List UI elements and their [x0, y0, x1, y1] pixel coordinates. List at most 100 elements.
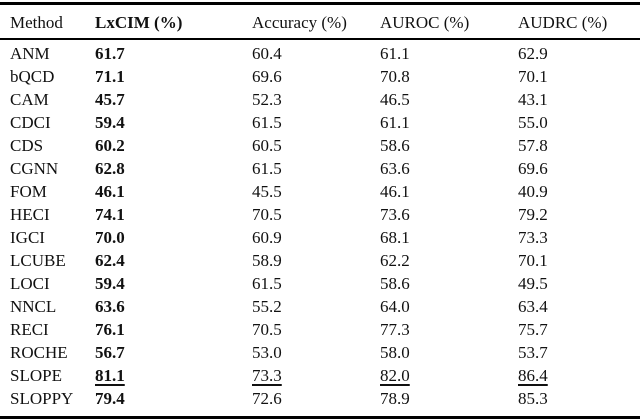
method-cell: RECI [10, 319, 49, 339]
table-row: CDCI 59.4 61.5 61.1 55.0 [0, 111, 640, 134]
value-cell: 79.4 [95, 388, 125, 408]
method-cell: IGCI [10, 227, 45, 247]
value-cell: 62.9 [518, 43, 548, 63]
value-cell: 43.1 [518, 89, 548, 109]
method-cell: ANM [10, 43, 50, 63]
value-cell: 60.9 [252, 227, 282, 247]
table-row: NNCL 63.6 55.2 64.0 63.4 [0, 295, 640, 318]
value-cell: 57.8 [518, 135, 548, 155]
value-cell: 70.5 [252, 204, 282, 224]
table-row: RECI 76.1 70.5 77.3 75.7 [0, 318, 640, 341]
method-cell: ROCHE [10, 342, 68, 362]
value-cell: 85.3 [518, 388, 548, 408]
table-row: IGCI 70.0 60.9 68.1 73.3 [0, 226, 640, 249]
value-cell: 73.3 [518, 227, 548, 247]
value-cell: 73.3 [252, 365, 282, 385]
method-cell: FOM [10, 181, 47, 201]
value-cell: 55.2 [252, 296, 282, 316]
value-cell: 73.6 [380, 204, 410, 224]
value-cell: 70.0 [95, 227, 125, 247]
value-cell: 46.1 [380, 181, 410, 201]
value-cell: 74.1 [95, 204, 125, 224]
column-header-lxcim: LxCIM (%) [95, 12, 183, 32]
value-cell: 76.1 [95, 319, 125, 339]
method-cell: bQCD [10, 66, 55, 86]
value-cell: 70.1 [518, 66, 548, 86]
value-cell: 70.8 [380, 66, 410, 86]
value-cell: 60.2 [95, 135, 125, 155]
table-row: CDS 60.2 60.5 58.6 57.8 [0, 134, 640, 157]
value-cell: 77.3 [380, 319, 410, 339]
table-row: bQCD 71.1 69.6 70.8 70.1 [0, 65, 640, 88]
value-cell: 70.1 [518, 250, 548, 270]
value-cell: 46.1 [95, 181, 125, 201]
table-row: ROCHE 56.7 53.0 58.0 53.7 [0, 341, 640, 364]
value-cell: 72.6 [252, 388, 282, 408]
value-cell: 63.6 [380, 158, 410, 178]
header-row: Method LxCIM (%) Accuracy (%) AUROC (%) … [0, 4, 640, 39]
value-cell: 61.5 [252, 158, 282, 178]
value-cell: 62.4 [95, 250, 125, 270]
table-row: HECI 74.1 70.5 73.6 79.2 [0, 203, 640, 226]
table-row: FOM 46.1 45.5 46.1 40.9 [0, 180, 640, 203]
table-row: LCUBE 62.4 58.9 62.2 70.1 [0, 249, 640, 272]
value-cell: 58.9 [252, 250, 282, 270]
value-cell: 60.4 [252, 43, 282, 63]
value-cell: 86.4 [518, 365, 548, 385]
value-cell: 69.6 [252, 66, 282, 86]
value-cell: 68.1 [380, 227, 410, 247]
value-cell: 61.5 [252, 112, 282, 132]
method-cell: CDCI [10, 112, 51, 132]
value-cell: 81.1 [95, 365, 125, 385]
value-cell: 45.5 [252, 181, 282, 201]
value-cell: 62.2 [380, 250, 410, 270]
value-cell: 53.0 [252, 342, 282, 362]
method-cell: CGNN [10, 158, 59, 178]
value-cell: 45.7 [95, 89, 125, 109]
column-header-accuracy: Accuracy (%) [252, 12, 347, 32]
value-cell: 69.6 [518, 158, 548, 178]
value-cell: 59.4 [95, 112, 125, 132]
column-header-auroc: AUROC (%) [380, 12, 470, 32]
table-row: CGNN 62.8 61.5 63.6 69.6 [0, 157, 640, 180]
value-cell: 62.8 [95, 158, 125, 178]
value-cell: 58.6 [380, 273, 410, 293]
method-cell: NNCL [10, 296, 57, 316]
value-cell: 40.9 [518, 181, 548, 201]
table-row: LOCI 59.4 61.5 58.6 49.5 [0, 272, 640, 295]
value-cell: 58.0 [380, 342, 410, 362]
value-cell: 82.0 [380, 365, 410, 385]
table-row: ANM 61.7 60.4 61.1 62.9 [0, 39, 640, 65]
value-cell: 52.3 [252, 89, 282, 109]
method-cell: CDS [10, 135, 44, 155]
table-row: SLOPE 81.1 73.3 82.0 86.4 [0, 364, 640, 387]
value-cell: 75.7 [518, 319, 548, 339]
value-cell: 78.9 [380, 388, 410, 408]
value-cell: 60.5 [252, 135, 282, 155]
value-cell: 71.1 [95, 66, 125, 86]
value-cell: 70.5 [252, 319, 282, 339]
value-cell: 59.4 [95, 273, 125, 293]
value-cell: 79.2 [518, 204, 548, 224]
value-cell: 58.6 [380, 135, 410, 155]
value-cell: 61.5 [252, 273, 282, 293]
method-cell: LCUBE [10, 250, 66, 270]
method-cell: SLOPPY [10, 388, 74, 408]
value-cell: 55.0 [518, 112, 548, 132]
value-cell: 64.0 [380, 296, 410, 316]
value-cell: 56.7 [95, 342, 125, 362]
value-cell: 63.4 [518, 296, 548, 316]
value-cell: 46.5 [380, 89, 410, 109]
method-cell: HECI [10, 204, 50, 224]
table-row: SLOPPY 79.4 72.6 78.9 85.3 [0, 387, 640, 418]
value-cell: 61.7 [95, 43, 125, 63]
value-cell: 61.1 [380, 43, 410, 63]
value-cell: 53.7 [518, 342, 548, 362]
column-header-method: Method [10, 12, 63, 32]
value-cell: 61.1 [380, 112, 410, 132]
value-cell: 63.6 [95, 296, 125, 316]
method-cell: SLOPE [10, 365, 62, 385]
value-cell: 49.5 [518, 273, 548, 293]
